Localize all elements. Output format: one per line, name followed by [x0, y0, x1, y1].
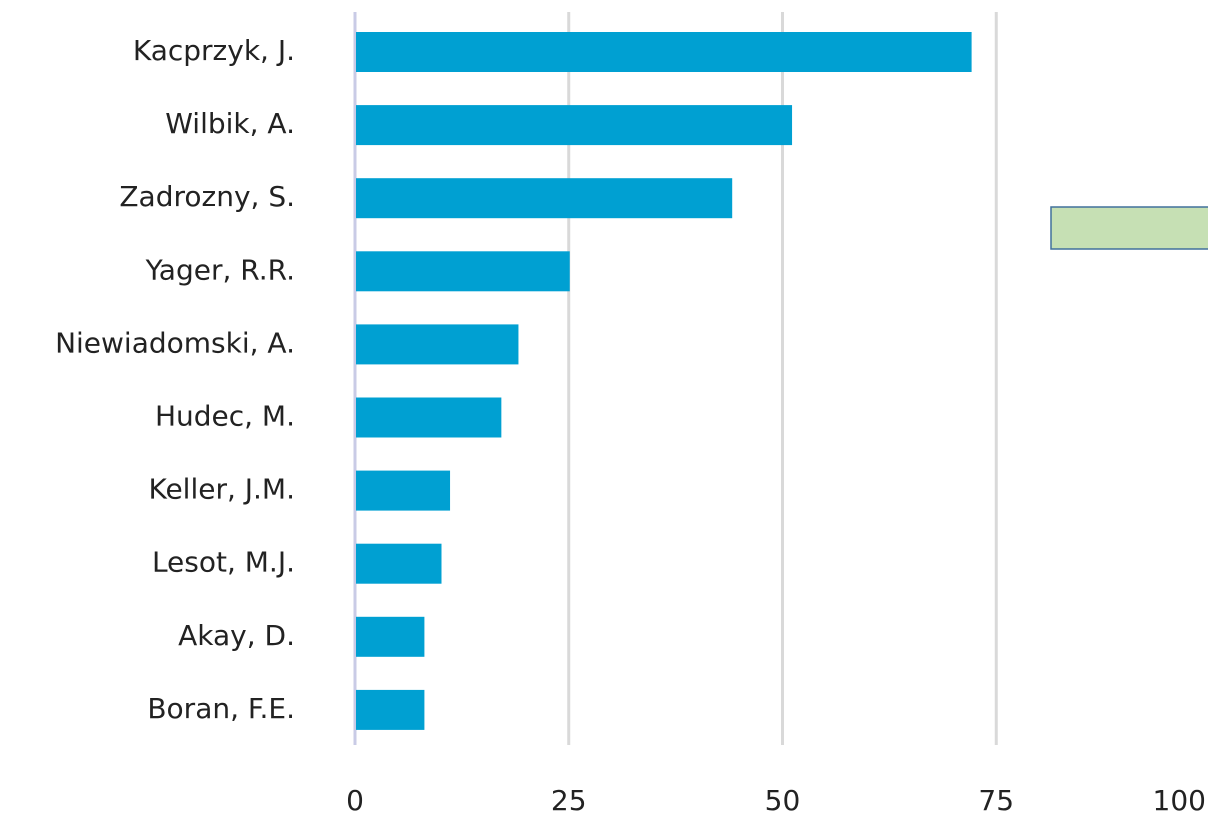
bar [356, 397, 502, 438]
y-tick-label: Niewiadomski, A. [55, 326, 295, 359]
y-tick-label: Kacprzyk, J. [133, 34, 295, 67]
x-tick-label: 25 [551, 784, 587, 817]
bar [356, 689, 425, 730]
bar [356, 105, 793, 146]
x-tick-label: 50 [765, 784, 801, 817]
y-tick-label: Zadrozny, S. [119, 180, 295, 213]
bar [356, 178, 733, 219]
bar [356, 32, 972, 72]
bar [356, 251, 570, 292]
y-tick-label: Boran, F.E. [147, 692, 295, 725]
bar [356, 543, 442, 584]
x-tick-label: 75 [978, 784, 1014, 817]
bar [356, 324, 519, 365]
y-tick-label: Lesot, M.J. [152, 546, 295, 579]
y-tick-label: Wilbik, A. [165, 107, 295, 140]
y-tick-label: Keller, J.M. [148, 473, 295, 506]
legend-box [1050, 206, 1208, 250]
bar [356, 616, 425, 657]
y-tick-label: Hudec, M. [155, 400, 295, 433]
x-tick-label: 0 [346, 784, 364, 817]
y-tick-label: Akay, D. [178, 619, 295, 652]
x-tick-label: 100 [1153, 784, 1206, 817]
y-tick-label: Yager, R.R. [145, 253, 295, 286]
bar [356, 470, 451, 511]
